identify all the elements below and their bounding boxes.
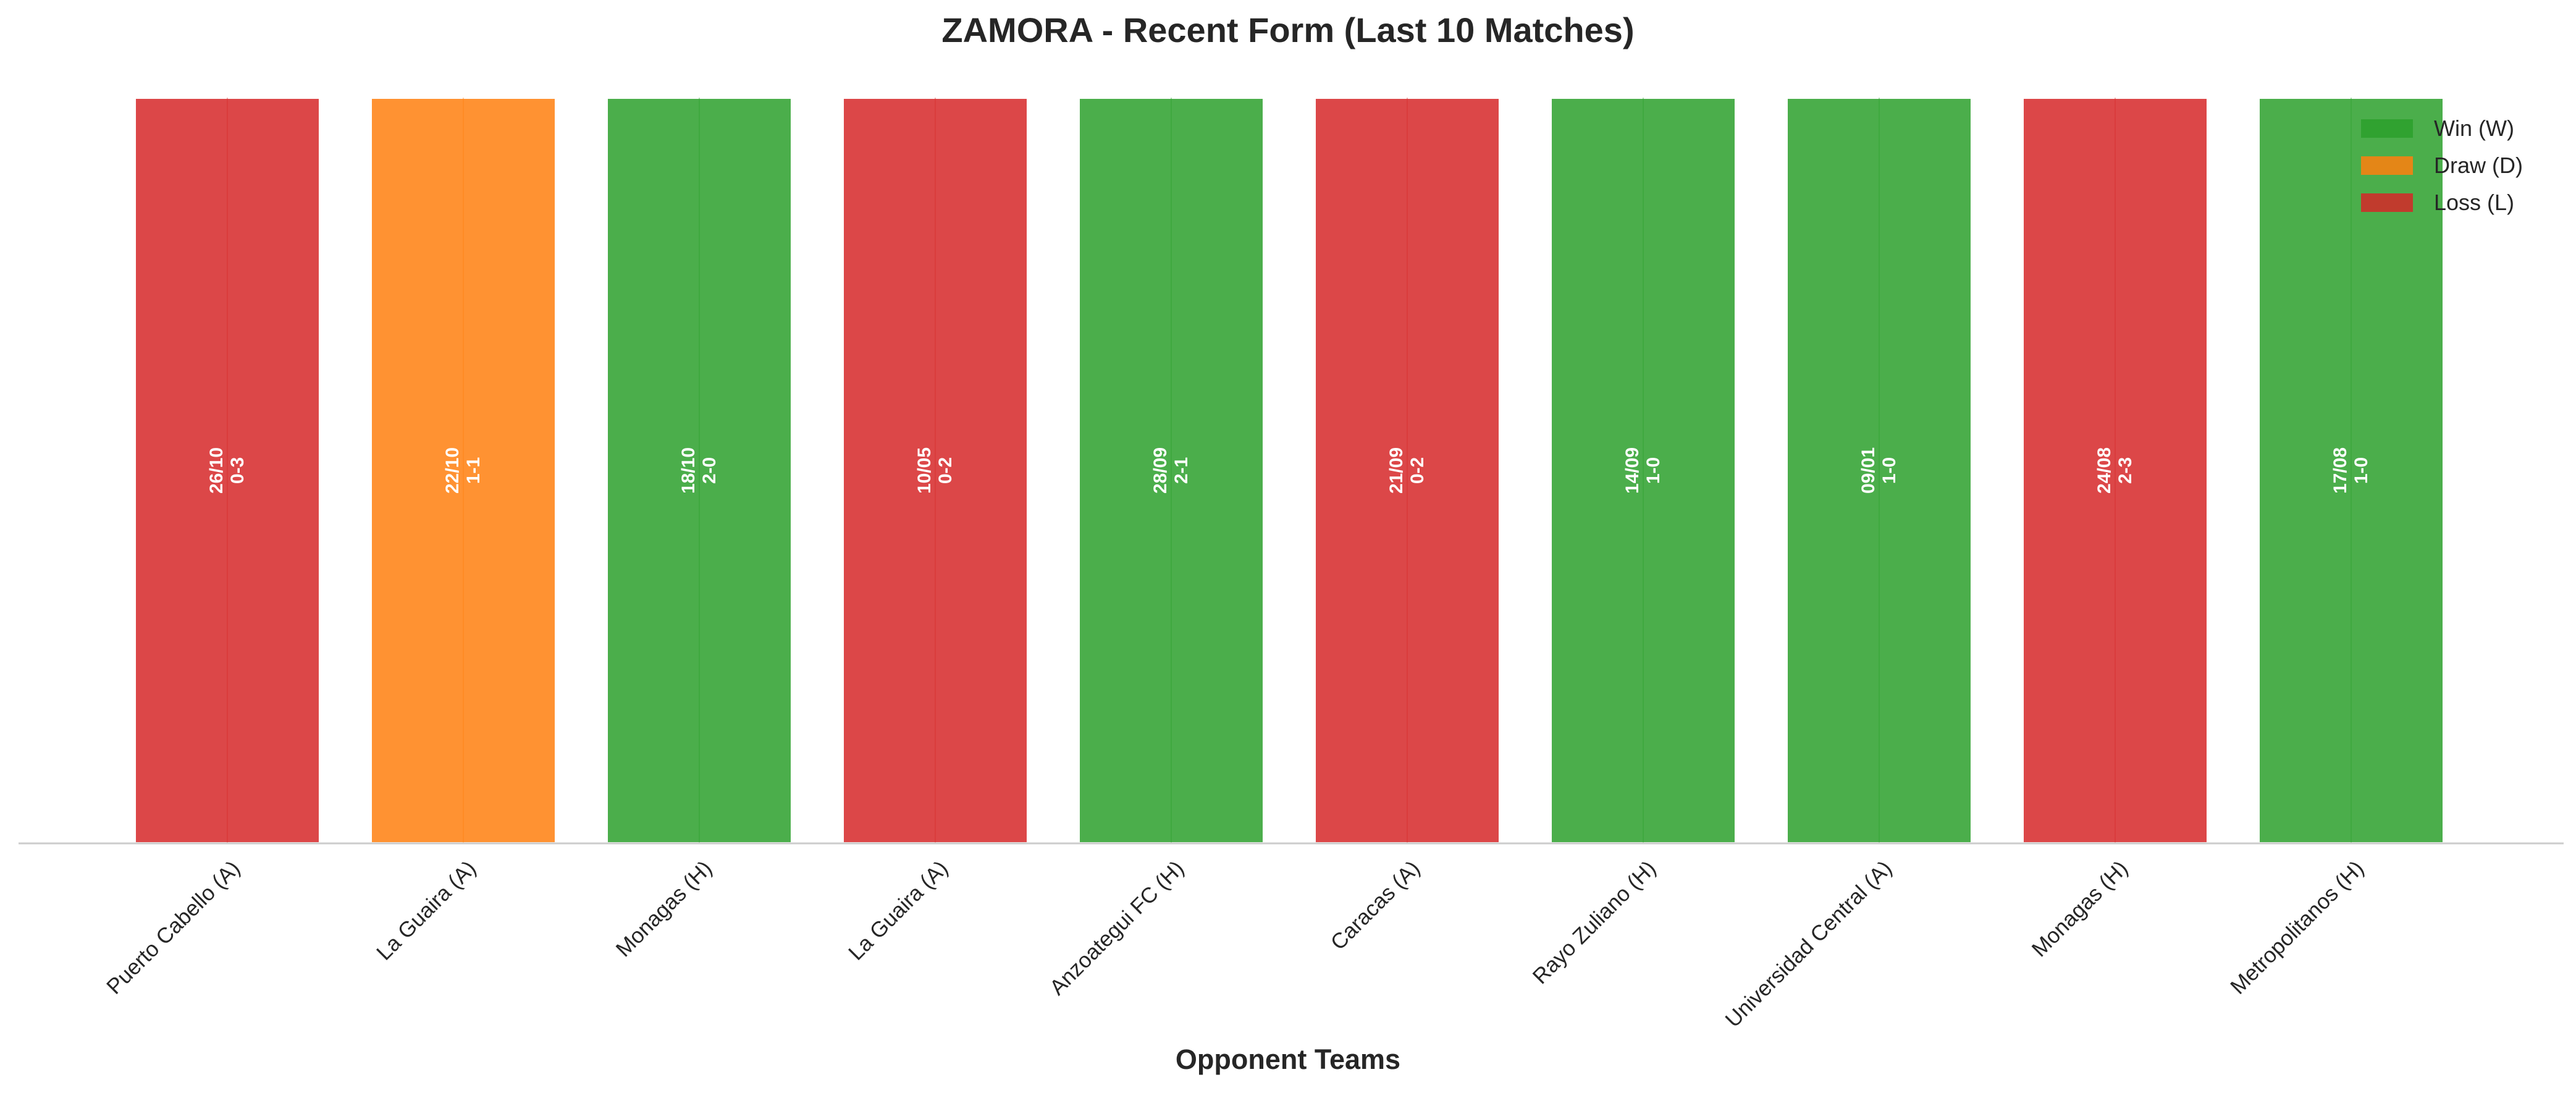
x-tick-label: Monagas (H) — [2027, 856, 2133, 962]
legend-swatch-w — [2361, 119, 2413, 138]
x-tick-label: Universidad Central (A) — [1720, 856, 1896, 1032]
bar-date: 14/09 — [1622, 447, 1643, 494]
bar-5 — [1077, 96, 1265, 845]
bar-score: 1-1 — [463, 457, 484, 484]
x-tick-label: Metropolitanos (H) — [2226, 856, 2368, 999]
bar-date: 24/08 — [2094, 447, 2115, 494]
bar-date: 18/10 — [678, 447, 699, 494]
bar-3 — [605, 96, 793, 845]
x-tick-label: La Guaira (A) — [844, 856, 953, 965]
bar-date: 28/09 — [1150, 447, 1171, 494]
bar-label: 28/092-1 — [1150, 447, 1192, 494]
legend-swatch-l — [2361, 193, 2413, 212]
bar-score: 0-3 — [227, 457, 248, 484]
legend: Win (W) Draw (D) Loss (L) — [2361, 116, 2523, 215]
x-tick-label: Anzoategui FC (H) — [1045, 856, 1189, 1000]
bar-score: 2-0 — [699, 457, 720, 484]
x-tick-label: La Guaira (A) — [372, 856, 481, 965]
bar-date: 22/10 — [442, 447, 463, 494]
bar-score: 1-0 — [1643, 457, 1664, 484]
bar-label: 26/100-3 — [206, 447, 248, 494]
bar-date: 17/08 — [2330, 447, 2351, 494]
bar-score: 0-2 — [935, 457, 956, 484]
bar-score: 1-0 — [2351, 457, 2372, 484]
x-tick-label: Puerto Cabello (A) — [102, 856, 245, 999]
bar-date: 10/05 — [914, 447, 935, 494]
bar-label: 21/090-2 — [1386, 447, 1428, 494]
legend-label-d: Draw (D) — [2434, 153, 2523, 178]
chart-title: ZAMORA - Recent Form (Last 10 Matches) — [941, 11, 1634, 49]
bar-4 — [841, 96, 1029, 845]
bar-score: 2-1 — [1171, 457, 1192, 484]
x-tick-label: Caracas (A) — [1326, 856, 1425, 955]
bar-6 — [1313, 96, 1501, 845]
x-tick-label: Monagas (H) — [612, 856, 717, 962]
bar-label: 18/102-0 — [678, 447, 720, 494]
bar-date: 21/09 — [1386, 447, 1407, 494]
legend-label-w: Win (W) — [2434, 116, 2514, 141]
bar-label: 17/081-0 — [2330, 447, 2372, 494]
bar-score: 1-0 — [1879, 457, 1900, 484]
bar-label: 10/050-2 — [914, 447, 956, 494]
bar-10 — [2257, 96, 2445, 845]
bar-label: 14/091-0 — [1622, 447, 1664, 494]
x-axis-label: Opponent Teams — [1176, 1044, 1400, 1075]
bar-score: 2-3 — [2115, 457, 2136, 484]
bars-group: 26/100-3 22/101-1 18/102-0 10/050-2 28/092-1… — [133, 96, 2445, 845]
bar-date: 09/01 — [1858, 447, 1879, 494]
bar-label: 22/101-1 — [442, 447, 484, 494]
x-tick-label: Rayo Zuliano (H) — [1528, 856, 1661, 989]
bar-1 — [133, 96, 321, 845]
bar-date: 26/10 — [206, 447, 227, 494]
bar-2 — [369, 96, 557, 845]
bar-label: 09/011-0 — [1858, 447, 1900, 494]
bar-label: 24/082-3 — [2094, 447, 2136, 494]
bar-7 — [1549, 96, 1737, 845]
x-tick-labels: Puerto Cabello (A) La Guaira (A) Monagas (… — [102, 856, 2368, 1032]
bar-score: 0-2 — [1407, 457, 1428, 484]
legend-swatch-d — [2361, 156, 2413, 175]
legend-label-l: Loss (L) — [2434, 190, 2514, 215]
